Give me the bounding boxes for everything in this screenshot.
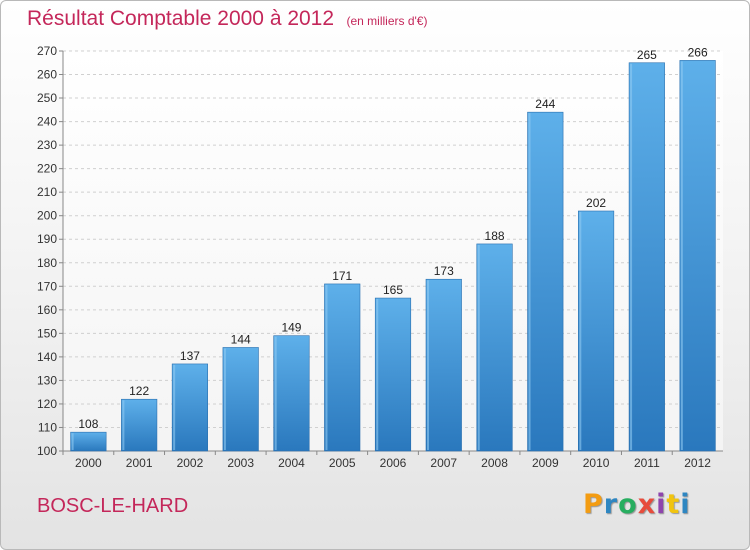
y-tick-label: 230 [37,138,57,152]
y-tick-label: 150 [37,326,57,340]
chart-title: Résultat Comptable 2000 à 2012 [27,7,335,30]
value-label: 122 [129,384,149,398]
y-tick-label: 260 [37,68,57,82]
x-tick-label: 2006 [380,456,407,470]
bar [476,243,513,452]
logo-letter: P [583,489,604,520]
y-tick-label: 190 [37,232,57,246]
x-tick-label: 2001 [126,456,153,470]
bar [679,60,716,452]
bar [425,278,462,452]
x-tick-label: 2007 [430,456,457,470]
bar [578,210,615,452]
y-axis-ticks: 100 110 120 130 140 150 160 170 180 190 200 210 220 2… [37,44,57,458]
x-axis-ticks: 2000 2001 2002 2003 2004 2005 2006 2007 2008 2009… [62,451,711,470]
bar-highlight [477,244,480,450]
bar [527,111,564,452]
x-tick-label: 2005 [329,456,356,470]
x-tick-label: 2012 [684,456,711,470]
proxiti-logo: Proxiti [583,489,691,520]
value-labels: 108 122 137 144 149 171 165 173 188 244 202 265 266 [78,45,708,431]
bar-highlight [274,336,277,450]
y-tick-label: 240 [37,115,57,129]
value-label: 173 [434,264,454,278]
y-tick-label: 210 [37,185,57,199]
bar-highlight [579,212,582,450]
y-tick-label: 220 [37,162,57,176]
bar-highlight [528,113,531,451]
y-tick-label: 120 [37,397,57,411]
y-tick-label: 180 [37,256,57,270]
bar [628,62,665,452]
y-tick-label: 200 [37,209,57,223]
commune-name: BOSC-LE-HARD [37,495,189,517]
y-tick-label: 270 [37,44,57,58]
bar [121,398,158,452]
chart-subtitle: (en milliers d'€) [346,14,428,28]
logo-letter: i [680,489,691,520]
bar-highlight [223,348,226,450]
bar [171,363,208,452]
value-label: 137 [180,349,200,363]
bar [374,297,412,452]
y-tick-label: 250 [37,91,57,105]
logo-letter: t [666,489,681,520]
x-tick-label: 2002 [177,456,204,470]
bar-highlight [427,280,429,450]
value-label: 265 [637,48,657,62]
bar [324,283,361,452]
bar-highlight [630,63,633,450]
x-tick-label: 2010 [583,456,610,470]
bar [222,347,259,452]
logo-letter: i [656,489,667,520]
bars [70,60,716,452]
logo-letter: o [618,489,638,520]
y-tick-label: 170 [37,279,57,293]
value-label: 244 [535,97,555,111]
value-label: 149 [281,321,301,335]
bar-highlight [680,61,683,450]
x-tick-label: 2008 [481,456,508,470]
logo-letter: x [637,489,657,520]
value-label: 188 [485,229,505,243]
value-label: 171 [332,269,352,283]
value-label: 266 [688,45,708,59]
y-tick-label: 110 [38,420,57,434]
y-tick-label: 160 [37,303,57,317]
bar-highlight [71,433,74,450]
bar-highlight [122,400,125,450]
x-tick-label: 2011 [634,456,660,470]
x-tick-label: 2003 [227,456,254,470]
y-tick-label: 100 [37,444,57,458]
bar-highlight [173,364,176,450]
y-tick-label: 140 [37,350,57,364]
bar [70,431,107,452]
x-tick-label: 2000 [75,456,102,470]
x-tick-label: 2004 [278,456,305,470]
x-tick-label: 2009 [532,456,559,470]
bar-highlight [376,299,379,450]
logo-letter: r [603,489,619,520]
bar-highlight [325,284,328,450]
value-label: 165 [383,283,403,297]
y-tick-label: 130 [37,373,57,387]
title-row: Résultat Comptable 2000 à 2012 (en milli… [27,7,427,31]
value-label: 144 [231,332,251,346]
value-label: 202 [586,196,606,210]
bar [273,335,310,452]
value-label: 108 [78,417,98,431]
